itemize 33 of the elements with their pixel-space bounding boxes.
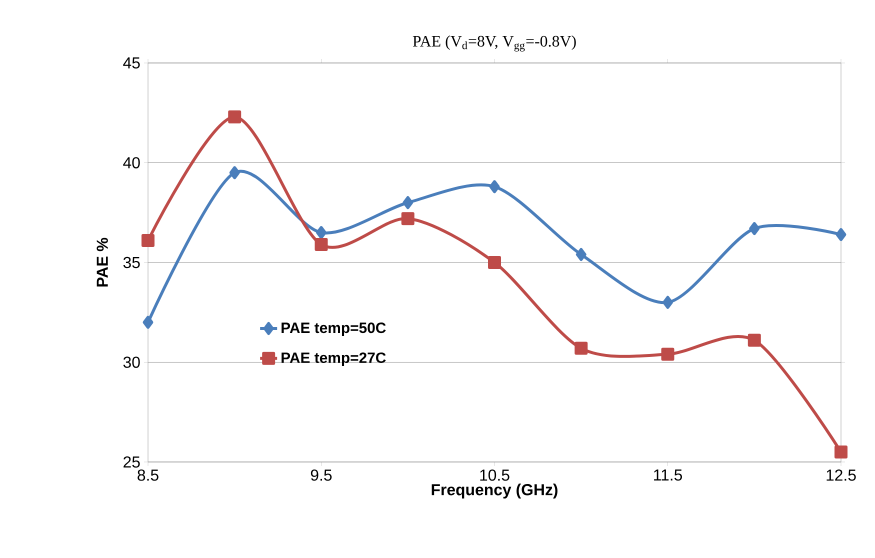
point bbox=[661, 348, 674, 361]
point bbox=[402, 196, 414, 210]
point bbox=[574, 342, 588, 355]
y-tick-label: 30 bbox=[123, 356, 140, 368]
point bbox=[142, 316, 154, 329]
point bbox=[489, 180, 500, 194]
point bbox=[749, 222, 760, 236]
point bbox=[228, 110, 242, 124]
point bbox=[834, 446, 848, 459]
y-tick-label: 35 bbox=[123, 256, 140, 268]
point bbox=[142, 234, 155, 248]
y-tick-label: 25 bbox=[124, 456, 140, 468]
point bbox=[748, 334, 761, 347]
point bbox=[401, 212, 414, 226]
x-tick-label: 11.5 bbox=[654, 470, 682, 481]
legend-label: PAE temp=50C bbox=[282, 322, 386, 336]
y-tick-label: 40 bbox=[123, 157, 140, 168]
point bbox=[836, 228, 846, 242]
point bbox=[229, 166, 240, 180]
chart-title: PAE (V$_{d}$=8V, V$_{gg}$=-0.8V) bbox=[412, 35, 576, 52]
point bbox=[662, 296, 674, 309]
y-axis-title: PAE % bbox=[96, 238, 108, 287]
x-tick-label: 9.5 bbox=[310, 470, 332, 481]
x-tick-label: 12.5 bbox=[826, 470, 856, 481]
point bbox=[316, 226, 327, 240]
x-tick-label: 10.5 bbox=[480, 470, 510, 481]
y-tick-label: 45 bbox=[123, 57, 140, 69]
legend-label: PAE temp=27C bbox=[282, 352, 386, 366]
x-tick-label: 8.5 bbox=[138, 470, 158, 481]
point bbox=[314, 238, 328, 252]
point bbox=[576, 248, 586, 262]
point bbox=[488, 256, 502, 269]
x-axis-title: Frequency (GHz) bbox=[432, 484, 558, 498]
